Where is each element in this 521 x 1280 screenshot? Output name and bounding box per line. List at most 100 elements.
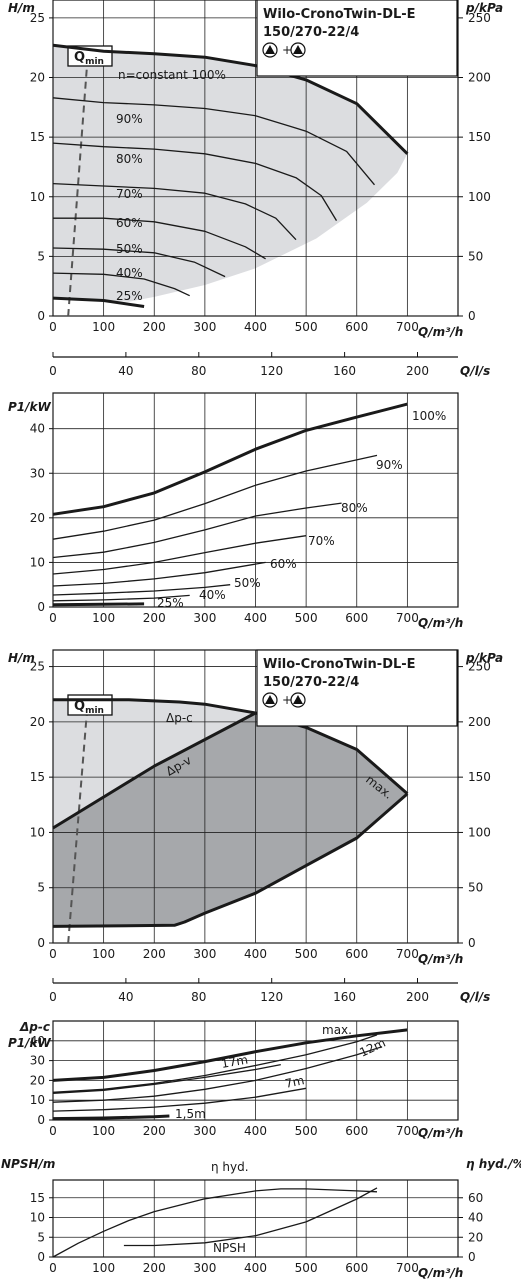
y2-tick-label: 0 [468,936,476,950]
x-axis-title: Q/m³/h [418,616,463,630]
x-tick-label: 100 [92,320,115,334]
y-axis-title: P1/kW [8,400,52,414]
series-label: 25% [157,596,184,610]
x-tick-label: 600 [345,1261,368,1275]
series-line [52,1034,378,1093]
y-tick-label: 10 [30,1093,45,1107]
series-line [52,272,190,297]
chart-title: Wilo-CronoTwin-DL-E [263,657,416,672]
x-axis-title: Q/m³/h [418,1266,463,1280]
x-tick-label: 400 [244,611,267,625]
y-tick-label: 20 [30,71,45,85]
y-tick-label: 5 [37,249,45,263]
p1-single-chart: 0 100 200 300 400 500 600 700 0 10 20 30 40 100% 90% 80… [8,392,463,630]
x-tick-label: 300 [193,611,216,625]
qmin-line [67,693,90,944]
y2-tick-label: 150 [468,130,491,144]
series-line [52,584,231,596]
series-label: 80% [341,501,368,515]
series-line [52,1114,170,1121]
y-tick-label: 10 [30,555,45,569]
series-label: Δp-c [166,711,193,725]
y-tick-label: 10 [30,825,45,839]
x2-axis-title: Q/l/s [460,990,490,1004]
operating-envelope [53,45,408,302]
x-tick-label: 400 [244,1124,267,1138]
y2-tick-label: 60 [468,1191,483,1205]
x-tick-label: 0 [49,947,57,961]
y2-tick-label: 200 [468,715,491,729]
x2-tick-label: 40 [118,364,133,378]
pump-triangle [265,695,275,704]
series-line [52,1087,307,1112]
y-tick-label: 20 [30,511,45,525]
series-line [52,402,408,516]
x2-tick-label: 120 [260,364,283,378]
pump-triangle [293,45,303,54]
series-label: max. [322,1023,352,1037]
series-label: 100% [412,409,446,423]
x-tick-label: 600 [345,1124,368,1138]
chart-title: Wilo-CronoTwin-DL-E [263,7,416,22]
y-tick-label: 25 [30,11,45,25]
y-tick-label: 0 [37,1250,45,1264]
y2-axis-title: p/kPa [465,651,503,665]
y-axis-title: H/m [8,1,35,15]
npsh-eta-chart: 0 100 200 300 400 500 600 700 0 5 10 15 0 20 40 60 η hyd… [1,1157,521,1280]
series-label: NPSH [213,1241,246,1255]
qmin-subscript: min [85,706,104,716]
x-tick-label: 300 [193,947,216,961]
series-label: 17m [220,1052,249,1070]
series-line [52,1188,378,1258]
y2-axis-title: η hyd./% [466,1157,521,1171]
series-line [52,247,226,278]
x-tick-label: 400 [244,947,267,961]
x-tick-label: 600 [345,320,368,334]
y2-tick-label: 100 [468,190,491,204]
p1-control-chart: 0 100 200 300 400 500 600 700 0 10 20 30 40 max. 17m 12… [8,1020,463,1140]
x2-tick-label: 80 [191,364,206,378]
y-tick-label: 5 [37,881,45,895]
series-line [123,1187,378,1247]
chart-subtitle: 150/270-22/4 [263,25,359,40]
x-tick-label: 700 [396,611,419,625]
x-tick-label: 700 [396,947,419,961]
series-label: 90% [116,112,143,126]
x-tick-label: 200 [143,320,166,334]
series-line [52,711,257,830]
x-tick-label: 0 [49,611,57,625]
title-box [256,649,458,727]
x-tick-label: 400 [244,1261,267,1275]
series-line [52,454,378,540]
y-tick-label: 0 [37,309,45,323]
x-tick-label: 600 [345,947,368,961]
pump-symbol-icon [290,42,306,58]
x-tick-label: 200 [143,1124,166,1138]
y-axis-title-2: P1/kW [8,1036,52,1050]
x-tick-label: 600 [345,611,368,625]
x2-tick-label: 80 [191,990,206,1004]
chart-subtitle: 150/270-22/4 [263,675,359,690]
pump-plus: + [282,693,292,707]
series-line [52,561,266,587]
y-tick-label: 0 [37,1113,45,1127]
y2-tick-label: 250 [468,660,491,674]
x-tick-label: 0 [49,1261,57,1275]
y2-tick-label: 50 [468,881,483,895]
qmin-line [67,46,90,317]
x-tick-label: 500 [295,320,318,334]
y-tick-label: 10 [30,1211,45,1225]
y-tick-label: 30 [30,1054,45,1068]
x-tick-label: 300 [193,1124,216,1138]
y-tick-label: 20 [30,1073,45,1087]
x-tick-label: 100 [92,611,115,625]
series-line [53,217,266,260]
series-label: n=constant 100% [118,68,226,82]
y-tick-label: 15 [30,770,45,784]
series-label: 7m [284,1073,306,1091]
y2-tick-label: 150 [468,770,491,784]
series-line [52,535,307,575]
x-tick-label: 500 [295,1261,318,1275]
series-line [52,502,342,559]
x-axis-title: Q/m³/h [418,952,463,966]
